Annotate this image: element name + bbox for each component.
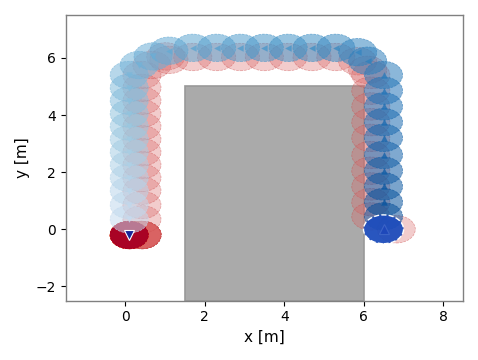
Ellipse shape [123, 139, 161, 166]
Ellipse shape [352, 157, 390, 184]
Ellipse shape [123, 61, 161, 89]
Ellipse shape [123, 206, 161, 233]
Ellipse shape [123, 221, 161, 249]
Ellipse shape [377, 216, 415, 243]
Ellipse shape [364, 188, 402, 216]
Ellipse shape [123, 151, 161, 179]
Ellipse shape [352, 93, 390, 120]
Ellipse shape [110, 221, 148, 249]
Ellipse shape [174, 43, 212, 71]
Ellipse shape [352, 108, 390, 136]
Ellipse shape [123, 100, 161, 127]
Ellipse shape [123, 221, 161, 249]
Ellipse shape [120, 51, 158, 79]
Ellipse shape [221, 34, 260, 62]
Ellipse shape [197, 34, 236, 62]
Ellipse shape [364, 108, 402, 136]
Ellipse shape [317, 34, 355, 62]
Ellipse shape [364, 173, 402, 200]
Ellipse shape [363, 215, 403, 244]
Ellipse shape [110, 221, 148, 249]
Ellipse shape [352, 77, 390, 104]
Ellipse shape [352, 141, 390, 169]
Ellipse shape [352, 173, 390, 200]
Ellipse shape [123, 221, 161, 249]
Ellipse shape [364, 216, 402, 243]
Ellipse shape [123, 74, 161, 102]
Ellipse shape [150, 46, 188, 73]
Ellipse shape [364, 124, 402, 152]
Ellipse shape [174, 34, 212, 62]
Ellipse shape [110, 221, 148, 249]
Ellipse shape [123, 164, 161, 192]
Ellipse shape [110, 126, 148, 153]
Ellipse shape [352, 61, 390, 89]
Ellipse shape [110, 221, 148, 249]
Ellipse shape [133, 51, 171, 79]
Ellipse shape [110, 164, 148, 192]
Ellipse shape [110, 100, 148, 127]
X-axis label: x [m]: x [m] [244, 330, 285, 345]
Ellipse shape [110, 61, 148, 89]
Ellipse shape [110, 113, 148, 140]
Ellipse shape [245, 43, 283, 71]
Y-axis label: y [m]: y [m] [15, 138, 30, 178]
Ellipse shape [123, 221, 161, 249]
Ellipse shape [338, 39, 377, 66]
Ellipse shape [123, 221, 161, 249]
Ellipse shape [150, 37, 188, 64]
Ellipse shape [293, 34, 331, 62]
Ellipse shape [110, 74, 148, 102]
Ellipse shape [317, 43, 355, 71]
Ellipse shape [110, 221, 148, 249]
Ellipse shape [134, 43, 172, 70]
Ellipse shape [123, 221, 161, 249]
Ellipse shape [147, 43, 185, 70]
Ellipse shape [352, 124, 390, 152]
Ellipse shape [110, 139, 148, 166]
Ellipse shape [197, 43, 236, 71]
Ellipse shape [110, 221, 148, 249]
Ellipse shape [110, 221, 148, 249]
Ellipse shape [123, 221, 161, 249]
Ellipse shape [123, 177, 161, 204]
Ellipse shape [348, 47, 387, 75]
Ellipse shape [110, 221, 148, 249]
Ellipse shape [110, 221, 148, 249]
Bar [185, 86, 364, 301]
Ellipse shape [352, 188, 390, 216]
Ellipse shape [364, 141, 402, 169]
Ellipse shape [221, 43, 260, 71]
Ellipse shape [123, 221, 161, 249]
Ellipse shape [352, 203, 390, 230]
Ellipse shape [338, 48, 377, 75]
Ellipse shape [123, 87, 161, 114]
Ellipse shape [364, 77, 402, 104]
Ellipse shape [123, 113, 161, 140]
Ellipse shape [269, 34, 307, 62]
Ellipse shape [123, 221, 161, 249]
Ellipse shape [110, 191, 148, 219]
Ellipse shape [269, 43, 307, 71]
Ellipse shape [293, 43, 331, 71]
Ellipse shape [110, 87, 148, 114]
Ellipse shape [364, 93, 402, 120]
Ellipse shape [364, 157, 402, 184]
Ellipse shape [123, 221, 161, 249]
Ellipse shape [123, 191, 161, 219]
Ellipse shape [245, 34, 283, 62]
Ellipse shape [348, 56, 387, 84]
Ellipse shape [110, 151, 148, 179]
Ellipse shape [364, 203, 402, 230]
Ellipse shape [110, 206, 148, 233]
Ellipse shape [110, 177, 148, 204]
Ellipse shape [123, 126, 161, 153]
Ellipse shape [110, 221, 148, 249]
Ellipse shape [364, 61, 402, 89]
